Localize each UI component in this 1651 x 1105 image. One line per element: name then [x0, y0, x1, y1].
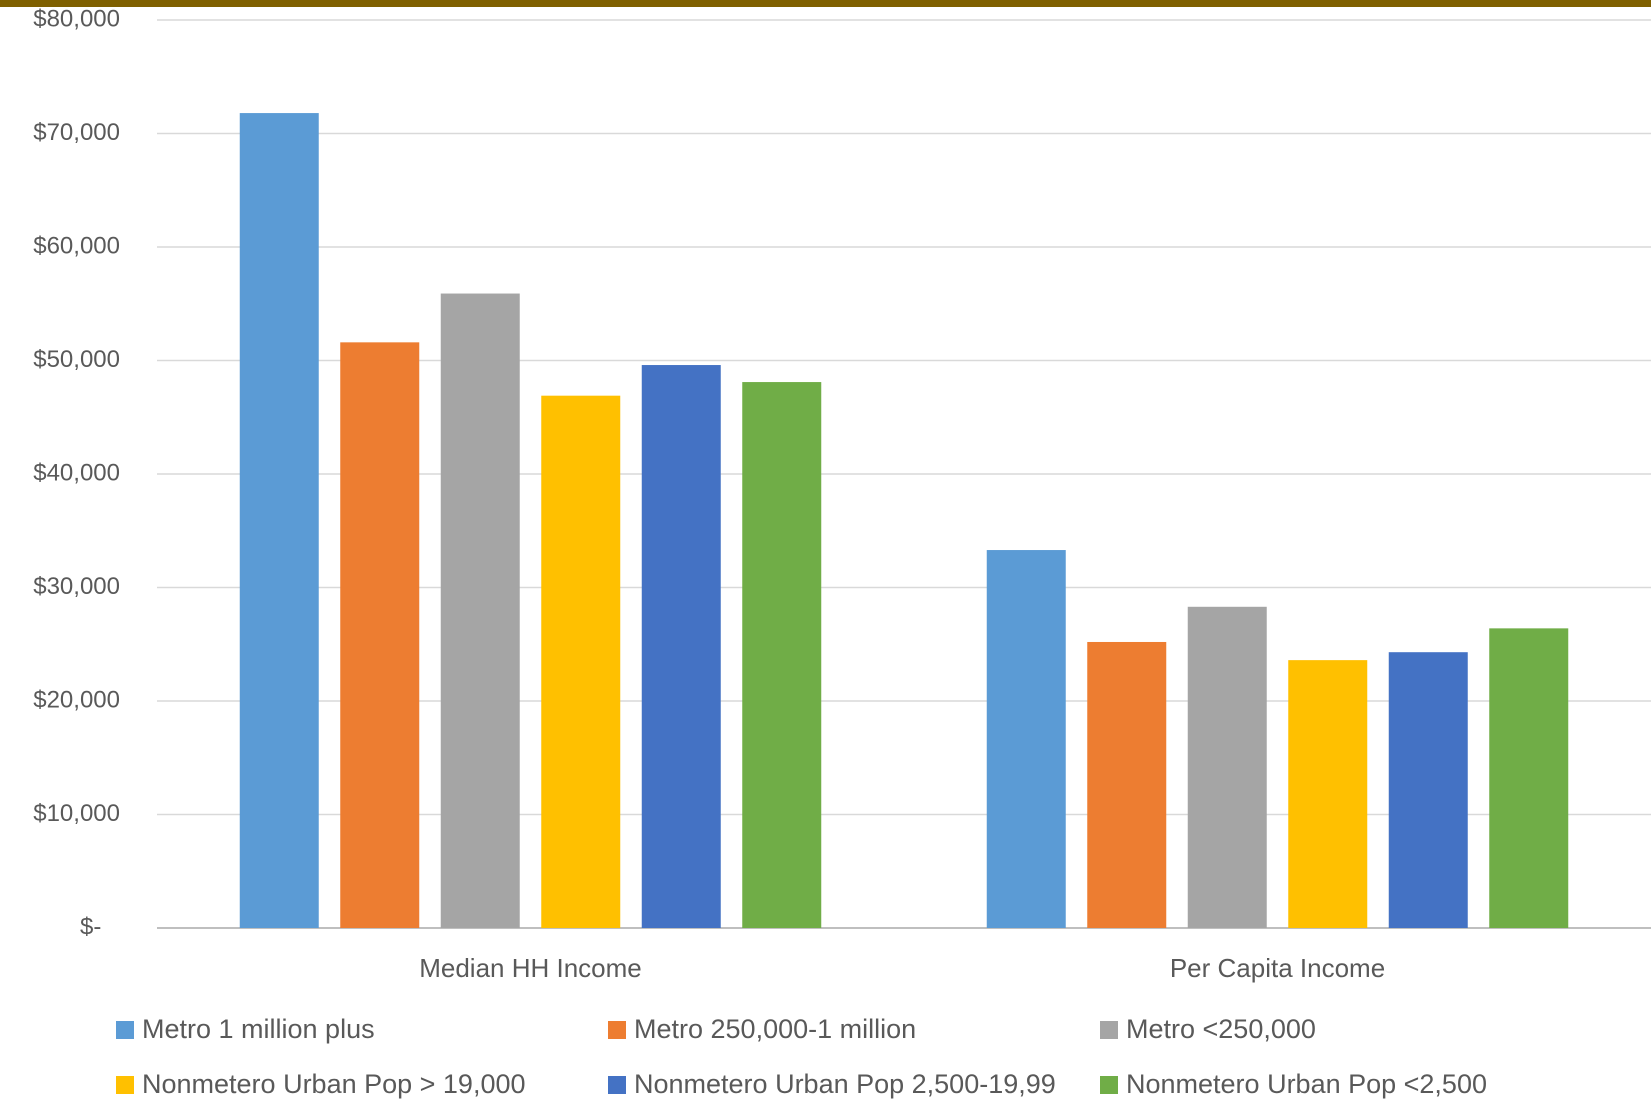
y-axis-ticks: $- $10,000 $20,000 $30,000 $40,000 $50,000 $60…	[33, 5, 120, 940]
bar	[440, 293, 520, 928]
bar	[541, 395, 621, 928]
bar	[986, 550, 1066, 928]
y-tick-label: $50,000	[33, 346, 120, 373]
bar	[1288, 660, 1368, 928]
bar	[340, 342, 420, 929]
y-tick-label: $40,000	[33, 459, 120, 486]
y-tick-label: $30,000	[33, 573, 120, 600]
y-tick-label: $80,000	[33, 5, 120, 32]
y-tick-label: $10,000	[33, 800, 120, 827]
bar	[1087, 641, 1167, 928]
y-tick-label: $20,000	[33, 686, 120, 713]
y-tick-label: $60,000	[33, 232, 120, 259]
y-tick-label: $-	[80, 913, 101, 940]
bar	[1489, 628, 1569, 928]
bar	[1187, 606, 1267, 928]
top-border-rule	[0, 0, 1651, 7]
bar	[239, 113, 319, 928]
x-axis-categories: Median HH Income Per Capita Income	[419, 953, 1385, 983]
bar	[641, 365, 721, 928]
bar	[742, 382, 822, 928]
x-category-label: Per Capita Income	[1170, 953, 1385, 983]
y-tick-label: $70,000	[33, 119, 120, 146]
x-category-label: Median HH Income	[419, 953, 642, 983]
bars	[239, 113, 1569, 929]
bar	[1388, 652, 1468, 928]
